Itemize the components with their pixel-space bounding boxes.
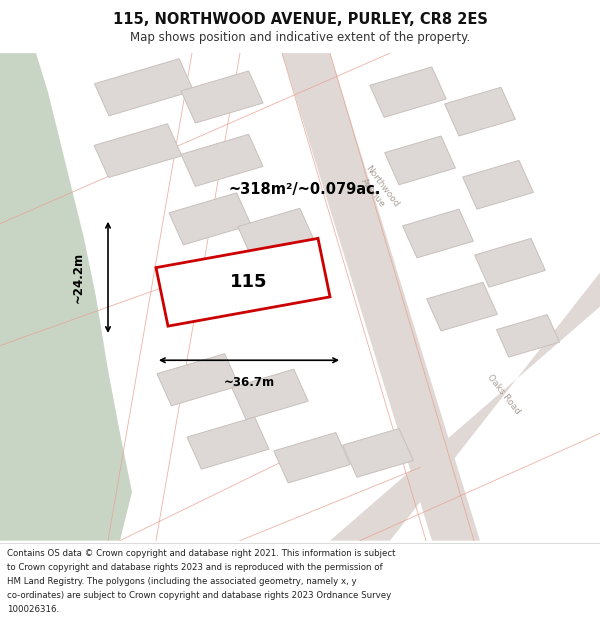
Polygon shape xyxy=(157,354,239,406)
Polygon shape xyxy=(181,134,263,186)
Polygon shape xyxy=(274,432,350,483)
Polygon shape xyxy=(445,88,515,136)
Polygon shape xyxy=(169,193,251,245)
Polygon shape xyxy=(427,282,497,331)
Polygon shape xyxy=(343,429,413,478)
Polygon shape xyxy=(403,209,473,258)
Text: Oaks Road: Oaks Road xyxy=(486,372,522,416)
Polygon shape xyxy=(330,272,600,541)
Polygon shape xyxy=(181,71,263,123)
Text: Map shows position and indicative extent of the property.: Map shows position and indicative extent… xyxy=(130,31,470,44)
Text: Northwood
Avenue: Northwood Avenue xyxy=(355,164,401,216)
Polygon shape xyxy=(95,59,193,116)
Text: 100026316.: 100026316. xyxy=(7,605,59,614)
Polygon shape xyxy=(0,53,132,541)
Polygon shape xyxy=(385,136,455,185)
Polygon shape xyxy=(496,314,560,357)
Text: Contains OS data © Crown copyright and database right 2021. This information is : Contains OS data © Crown copyright and d… xyxy=(7,549,396,558)
Polygon shape xyxy=(232,369,308,419)
Polygon shape xyxy=(156,238,330,326)
Text: ~36.7m: ~36.7m xyxy=(223,376,275,389)
Text: 115, NORTHWOOD AVENUE, PURLEY, CR8 2ES: 115, NORTHWOOD AVENUE, PURLEY, CR8 2ES xyxy=(113,12,487,27)
Text: ~24.2m: ~24.2m xyxy=(71,252,85,303)
Polygon shape xyxy=(282,53,480,541)
Text: 115: 115 xyxy=(230,273,268,291)
Polygon shape xyxy=(463,161,533,209)
Polygon shape xyxy=(370,67,446,118)
Text: co-ordinates) are subject to Crown copyright and database rights 2023 Ordnance S: co-ordinates) are subject to Crown copyr… xyxy=(7,591,391,600)
Polygon shape xyxy=(187,417,269,469)
Polygon shape xyxy=(238,208,314,259)
Text: HM Land Registry. The polygons (including the associated geometry, namely x, y: HM Land Registry. The polygons (includin… xyxy=(7,577,357,586)
Polygon shape xyxy=(475,238,545,287)
Text: ~318m²/~0.079ac.: ~318m²/~0.079ac. xyxy=(228,182,380,197)
Text: to Crown copyright and database rights 2023 and is reproduced with the permissio: to Crown copyright and database rights 2… xyxy=(7,563,383,572)
Polygon shape xyxy=(94,124,182,177)
